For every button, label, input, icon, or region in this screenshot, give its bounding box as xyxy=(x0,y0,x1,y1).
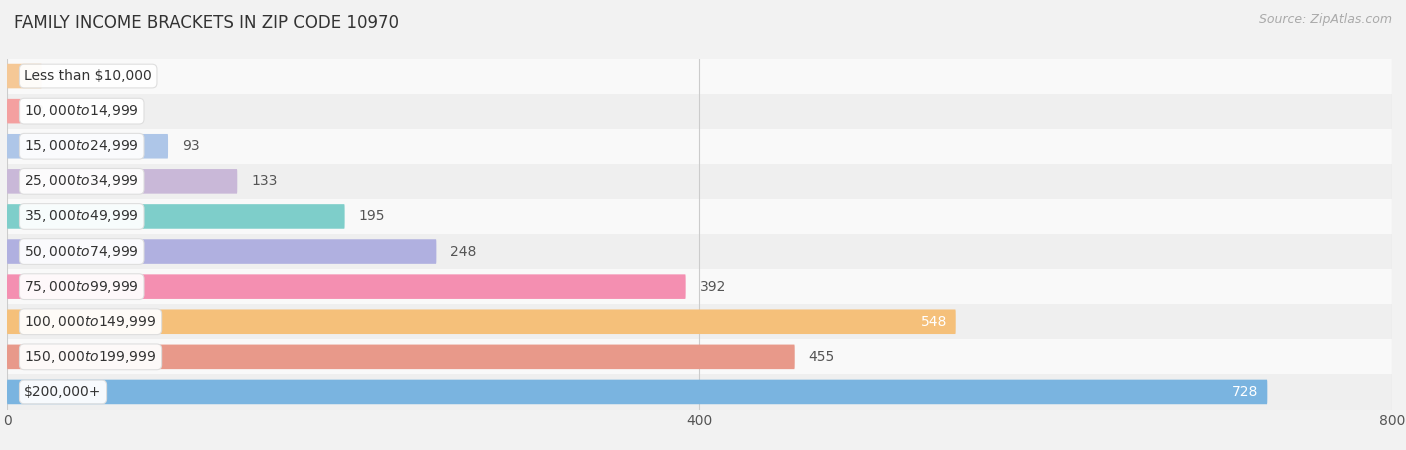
Text: 455: 455 xyxy=(808,350,835,364)
Text: 548: 548 xyxy=(921,315,948,329)
Text: $10,000 to $14,999: $10,000 to $14,999 xyxy=(24,103,139,119)
Bar xyxy=(7,374,1392,410)
Text: 195: 195 xyxy=(359,209,385,224)
FancyBboxPatch shape xyxy=(7,99,21,123)
Text: $75,000 to $99,999: $75,000 to $99,999 xyxy=(24,279,139,295)
Text: $50,000 to $74,999: $50,000 to $74,999 xyxy=(24,243,139,260)
Text: Source: ZipAtlas.com: Source: ZipAtlas.com xyxy=(1258,14,1392,27)
FancyBboxPatch shape xyxy=(7,134,169,158)
Text: 392: 392 xyxy=(700,279,725,294)
Text: 728: 728 xyxy=(1232,385,1258,399)
FancyBboxPatch shape xyxy=(7,345,794,369)
FancyBboxPatch shape xyxy=(7,169,238,194)
Bar xyxy=(7,269,1392,304)
Text: $200,000+: $200,000+ xyxy=(24,385,101,399)
Text: 248: 248 xyxy=(450,244,477,259)
FancyBboxPatch shape xyxy=(7,204,344,229)
Text: $150,000 to $199,999: $150,000 to $199,999 xyxy=(24,349,157,365)
Bar xyxy=(7,234,1392,269)
Text: $15,000 to $24,999: $15,000 to $24,999 xyxy=(24,138,139,154)
FancyBboxPatch shape xyxy=(7,239,436,264)
Text: 133: 133 xyxy=(252,174,277,189)
FancyBboxPatch shape xyxy=(7,380,1267,404)
Text: 93: 93 xyxy=(181,139,200,153)
Bar xyxy=(7,164,1392,199)
Bar xyxy=(7,304,1392,339)
Text: $100,000 to $149,999: $100,000 to $149,999 xyxy=(24,314,157,330)
Bar xyxy=(7,58,1392,94)
Text: 8: 8 xyxy=(35,104,44,118)
Bar xyxy=(7,94,1392,129)
Text: $25,000 to $34,999: $25,000 to $34,999 xyxy=(24,173,139,189)
FancyBboxPatch shape xyxy=(7,310,956,334)
Bar xyxy=(7,129,1392,164)
Text: $35,000 to $49,999: $35,000 to $49,999 xyxy=(24,208,139,225)
Text: FAMILY INCOME BRACKETS IN ZIP CODE 10970: FAMILY INCOME BRACKETS IN ZIP CODE 10970 xyxy=(14,14,399,32)
Bar xyxy=(7,339,1392,374)
FancyBboxPatch shape xyxy=(7,64,42,88)
Text: Less than $10,000: Less than $10,000 xyxy=(24,69,152,83)
Bar xyxy=(7,199,1392,234)
FancyBboxPatch shape xyxy=(7,274,686,299)
Text: 20: 20 xyxy=(55,69,73,83)
